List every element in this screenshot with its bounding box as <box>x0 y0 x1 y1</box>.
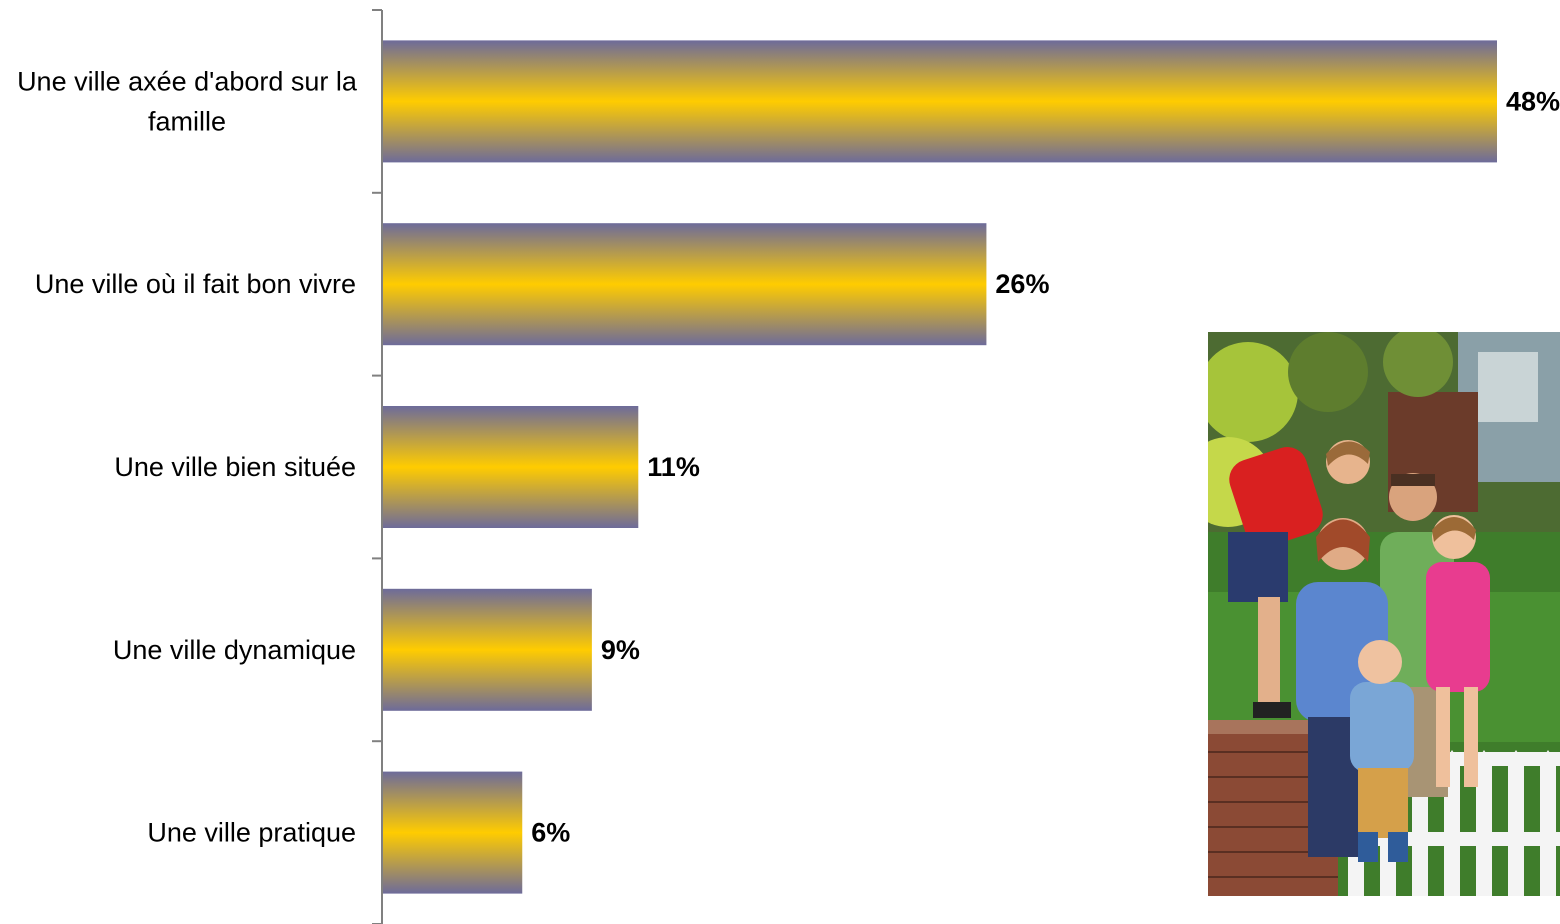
y-axis-ticks <box>372 9 382 924</box>
category-label-line: Une ville dynamique <box>113 635 356 665</box>
value-label: 48% <box>1506 86 1560 116</box>
category-label: Une ville dynamique <box>113 635 356 665</box>
category-label: Une ville axée d'abord sur la famille <box>17 66 358 136</box>
category-labels: Une ville axée d'abord sur la familleUne … <box>17 66 358 847</box>
category-label-line: Une ville bien située <box>114 452 356 482</box>
value-label: 9% <box>601 635 640 665</box>
family-photo <box>1208 332 1560 896</box>
category-label-line: Une ville pratique <box>147 818 356 848</box>
value-label: 26% <box>995 269 1049 299</box>
bars <box>383 40 1497 894</box>
bar <box>383 406 639 528</box>
bar <box>383 771 523 894</box>
category-label-line: Une ville axée d'abord sur la <box>17 66 358 96</box>
category-label: Une ville où il fait bon vivre <box>35 269 356 299</box>
category-label-line: Une ville où il fait bon vivre <box>35 269 356 299</box>
bar <box>383 588 592 711</box>
value-label: 11% <box>647 452 700 482</box>
value-label: 6% <box>531 818 570 848</box>
bar <box>383 40 1497 163</box>
bar <box>383 223 987 346</box>
category-label-line: famille <box>148 106 226 136</box>
value-labels: 48% 26% 11% 9% 6% <box>531 86 1560 847</box>
category-label: Une ville pratique <box>147 818 356 848</box>
category-label: Une ville bien située <box>114 452 356 482</box>
